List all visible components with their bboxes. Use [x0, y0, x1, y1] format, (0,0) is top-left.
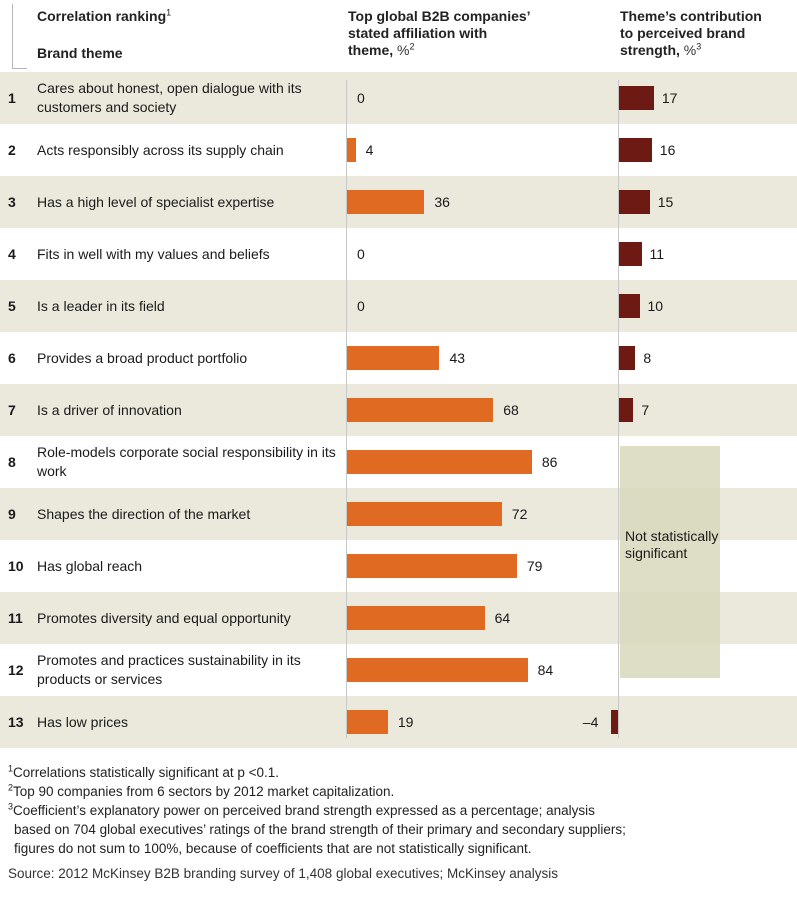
rank-label: 11	[8, 610, 23, 626]
rank-label: 9	[8, 506, 16, 522]
affiliation-bar	[347, 190, 425, 214]
affiliation-value-label: 68	[503, 402, 519, 418]
rank-label: 10	[8, 558, 24, 574]
contribution-bar	[619, 190, 650, 214]
affiliation-value-label: 64	[494, 610, 511, 626]
table-row: 1 Cares about honest, open dialogue with …	[0, 72, 797, 124]
rank-label: 12	[8, 662, 24, 678]
affiliation-value-label: 72	[511, 506, 528, 522]
ranking-header: Correlation ranking1	[37, 7, 172, 24]
footnote-2: 2Top 90 companies from 6 sectors by 2012…	[8, 782, 395, 799]
brand-theme-label: Provides a broad product portfolio	[37, 349, 248, 366]
contribution-value-label: 11	[649, 246, 665, 262]
brand-theme-label: Has low prices	[37, 713, 129, 730]
table-row: 6 Provides a broad product portfolio 43 8	[0, 332, 797, 384]
contribution-column-header: Theme’s contribution to perceived brand …	[620, 8, 762, 58]
footnote-3-cont-2: figures do not sum to 100%, because of c…	[14, 841, 532, 856]
rank-label: 2	[8, 142, 16, 158]
affiliation-value-label: 79	[526, 558, 543, 574]
affiliation-value-label: 36	[434, 194, 450, 210]
affiliation-axis-line	[346, 80, 347, 738]
rank-label: 7	[8, 402, 16, 418]
affiliation-bar	[347, 346, 440, 370]
brand-theme-label: Cares about honest, open dialogue with i…	[37, 80, 302, 115]
contribution-value-label: –4	[582, 714, 599, 730]
contribution-bar	[619, 242, 642, 266]
table-row: 10 Has global reach 79	[0, 540, 797, 592]
contribution-bar	[619, 346, 636, 370]
table-row: 5 Is a leader in its field 0 10	[0, 280, 797, 332]
affiliation-value-label: 0	[357, 298, 365, 314]
table-row: 3 Has a high level of specialist expertis…	[0, 176, 797, 228]
contribution-value-label: 15	[657, 194, 674, 210]
affiliation-bar	[347, 658, 528, 682]
affiliation-value-label: 0	[357, 90, 365, 106]
affiliation-bar	[347, 606, 485, 630]
footnote-3: 3Coefficient’s explanatory power on perc…	[8, 801, 595, 818]
affiliation-value-label: 4	[365, 142, 374, 158]
table-row: 8 Role-models corporate social responsibi…	[0, 436, 797, 488]
rank-label: 5	[8, 298, 16, 314]
brand-theme-label: Acts responsibly across its supply chain	[37, 141, 284, 158]
affiliation-value-label: 86	[541, 454, 558, 470]
affiliation-value-label: 84	[537, 662, 554, 678]
brand-theme-label: Promotes diversity and equal opportunity	[37, 609, 291, 626]
not-significant-box	[620, 446, 720, 678]
rank-label: 3	[8, 194, 16, 210]
contribution-value-label: 8	[643, 350, 652, 366]
header-bracket	[12, 4, 27, 69]
brand-theme-label: Role-models corporate social responsibil…	[37, 444, 336, 479]
contribution-bar	[610, 710, 619, 734]
affiliation-bar	[347, 138, 356, 162]
contribution-bar	[619, 294, 640, 318]
contribution-value-label: 17	[661, 90, 678, 106]
affiliation-value-label: 0	[357, 246, 365, 262]
rank-label: 8	[8, 454, 16, 470]
contribution-value-label: 10	[647, 298, 664, 314]
table-row: 2 Acts responsibly across its supply chai…	[0, 124, 797, 176]
affiliation-column-header: Top global B2B companies’ stated affilia…	[348, 8, 531, 58]
table-row: 7 Is a driver of innovation 68 7	[0, 384, 797, 436]
affiliation-bar	[347, 710, 388, 734]
rank-label: 4	[8, 246, 16, 262]
brand-theme-header: Brand theme	[37, 45, 123, 61]
brand-theme-label: Has global reach	[37, 557, 143, 574]
contribution-axis-line	[618, 80, 619, 738]
rank-label: 13	[8, 714, 24, 730]
not-significant-label: Not statistically significant	[625, 528, 719, 561]
brand-theme-label: Has a high level of specialist expertise	[37, 193, 275, 210]
contribution-bar	[619, 86, 654, 110]
table-row: 12 Promotes and practices sustainability …	[0, 644, 797, 696]
brand-theme-label: Is a leader in its field	[37, 297, 165, 314]
affiliation-value-label: 43	[449, 350, 466, 366]
contribution-bar	[619, 138, 652, 162]
contribution-value-label: 7	[641, 402, 650, 418]
table-row: 4 Fits in well with my values and beliefs…	[0, 228, 797, 280]
contribution-bar	[619, 398, 634, 422]
contribution-value-label: 16	[659, 142, 676, 158]
brand-theme-label: Promotes and practices sustainability in…	[37, 652, 301, 687]
affiliation-bar	[347, 450, 532, 474]
brand-theme-label: Shapes the direction of the market	[37, 505, 251, 522]
source-note: Source: 2012 McKinsey B2B branding surve…	[8, 866, 559, 881]
table-row: 13 Has low prices 19 –4	[0, 696, 797, 748]
footnote-3-cont-1: based on 704 global executives’ ratings …	[14, 822, 626, 837]
affiliation-bar	[347, 398, 494, 422]
rank-label: 1	[8, 90, 16, 106]
rank-label: 6	[8, 350, 16, 366]
affiliation-bar	[347, 554, 517, 578]
affiliation-bar	[347, 502, 502, 526]
brand-theme-label: Is a driver of innovation	[37, 401, 182, 418]
footnote-1: 1Correlations statistically significant …	[8, 763, 280, 780]
affiliation-value-label: 19	[397, 714, 414, 730]
brand-theme-label: Fits in well with my values and beliefs	[37, 245, 270, 262]
